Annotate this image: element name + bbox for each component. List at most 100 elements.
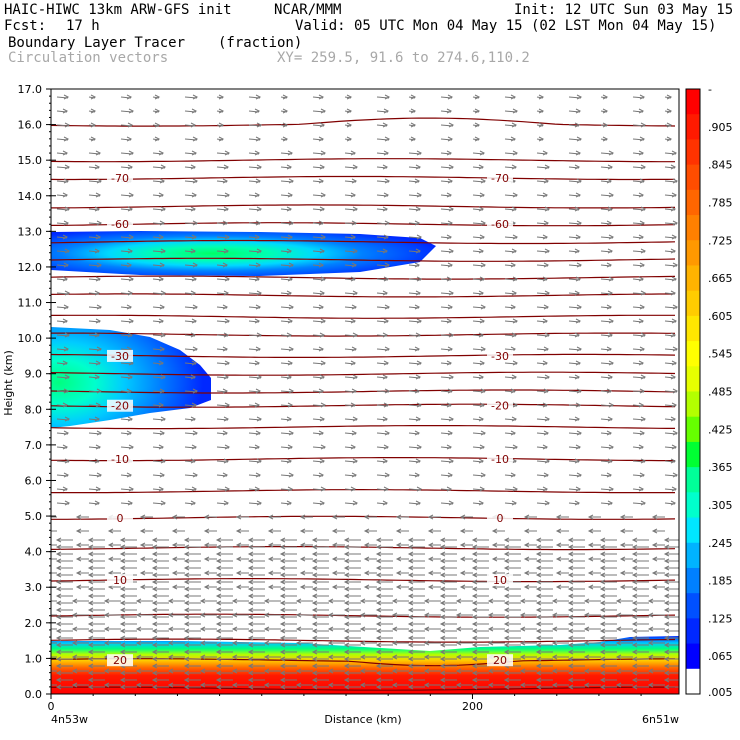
vector-head: [416, 360, 423, 366]
vector-head: [575, 234, 582, 240]
vector-head: [535, 551, 542, 557]
vector-head: [448, 458, 455, 464]
vector-head: [631, 649, 638, 655]
y-tick-label: 0.0: [25, 688, 43, 701]
vector-head: [183, 593, 190, 599]
vector-head: [447, 346, 454, 352]
contour-label-bg: [107, 511, 133, 524]
vector-head: [279, 635, 286, 641]
vector-head: [254, 486, 261, 492]
vector-head: [223, 332, 230, 338]
vector-head: [55, 614, 62, 620]
vector-head: [607, 500, 614, 506]
vector-head: [542, 402, 549, 408]
vector-head: [191, 150, 198, 156]
vector-head: [391, 612, 398, 618]
vector-head: [167, 640, 174, 646]
vector-head: [439, 670, 446, 676]
vector-head: [223, 500, 230, 506]
vector-head: [158, 150, 165, 156]
vector-head: [311, 607, 318, 613]
colorbar-label: .005: [708, 686, 733, 699]
vector-head: [666, 108, 673, 114]
vector-head: [107, 556, 114, 562]
vector-head: [167, 682, 174, 688]
vector-head: [567, 628, 574, 634]
vector-head: [382, 248, 389, 254]
vector-head: [199, 682, 206, 688]
vector-head: [631, 656, 638, 662]
vector-head: [615, 626, 622, 632]
vector-head: [320, 402, 327, 408]
vector-head: [154, 136, 161, 142]
vector-head: [159, 472, 166, 478]
vector-head: [158, 192, 165, 198]
vector-head: [218, 122, 225, 128]
vector-head: [320, 150, 327, 156]
vector-head: [503, 593, 510, 599]
colorbar-label: .305: [708, 499, 733, 512]
colorbar-label: .245: [708, 537, 733, 550]
vector-head: [55, 551, 62, 557]
vector-head: [670, 332, 677, 338]
vector-head: [327, 682, 334, 688]
vector-head: [119, 684, 126, 690]
vector-head: [423, 668, 430, 674]
vector-head: [535, 621, 542, 627]
vector-head: [190, 248, 197, 254]
vector-head: [160, 416, 167, 422]
colorbar-label: .785: [708, 196, 733, 209]
y-tick-label: 5.0: [25, 510, 43, 523]
vector-head: [319, 374, 326, 380]
vector-head: [203, 556, 210, 562]
vector-head: [128, 192, 135, 198]
vector-head: [135, 668, 142, 674]
vector-head: [638, 276, 645, 282]
vector-head: [519, 612, 526, 618]
vector-head: [651, 514, 658, 520]
vector-head: [471, 572, 478, 578]
vector-head: [631, 628, 638, 634]
vector-head: [183, 558, 190, 564]
vector-head: [119, 593, 126, 599]
colorbar-label: -: [708, 83, 712, 96]
vector-head: [423, 654, 430, 660]
colorbar-swatch: [686, 366, 700, 393]
vector-head: [319, 206, 326, 212]
vector-head: [615, 640, 622, 646]
vector-head: [423, 682, 430, 688]
vector-head: [567, 677, 574, 683]
vector-head: [128, 276, 135, 282]
vector-head: [71, 598, 78, 604]
vector-head: [87, 572, 94, 578]
vector-head: [215, 544, 222, 550]
vector-head: [619, 584, 626, 590]
vector-head: [474, 108, 481, 114]
vector-head: [407, 558, 414, 564]
vector-head: [478, 248, 485, 254]
vector-head: [320, 444, 327, 450]
vector-head: [384, 136, 391, 142]
vector-head: [391, 682, 398, 688]
vector-head: [279, 614, 286, 620]
vector-head: [45, 543, 49, 547]
vector-head: [288, 304, 295, 310]
colorbar-swatch: [686, 114, 700, 141]
vector-head: [299, 528, 306, 534]
vector-head: [151, 537, 158, 543]
vector-head: [439, 628, 446, 634]
vector-head: [279, 579, 286, 585]
vector-head: [414, 346, 421, 352]
vector-head: [87, 642, 94, 648]
y-tick-label: 9.0: [25, 368, 43, 381]
vector-head: [71, 682, 78, 688]
vector-head: [459, 556, 466, 562]
vector-head: [455, 626, 462, 632]
vector-head: [542, 276, 549, 282]
vector-head: [55, 684, 62, 690]
vector-head: [222, 430, 229, 436]
vector-head: [75, 570, 82, 576]
vector-head: [282, 136, 289, 142]
vector-head: [671, 318, 678, 324]
vector-head: [416, 234, 423, 240]
